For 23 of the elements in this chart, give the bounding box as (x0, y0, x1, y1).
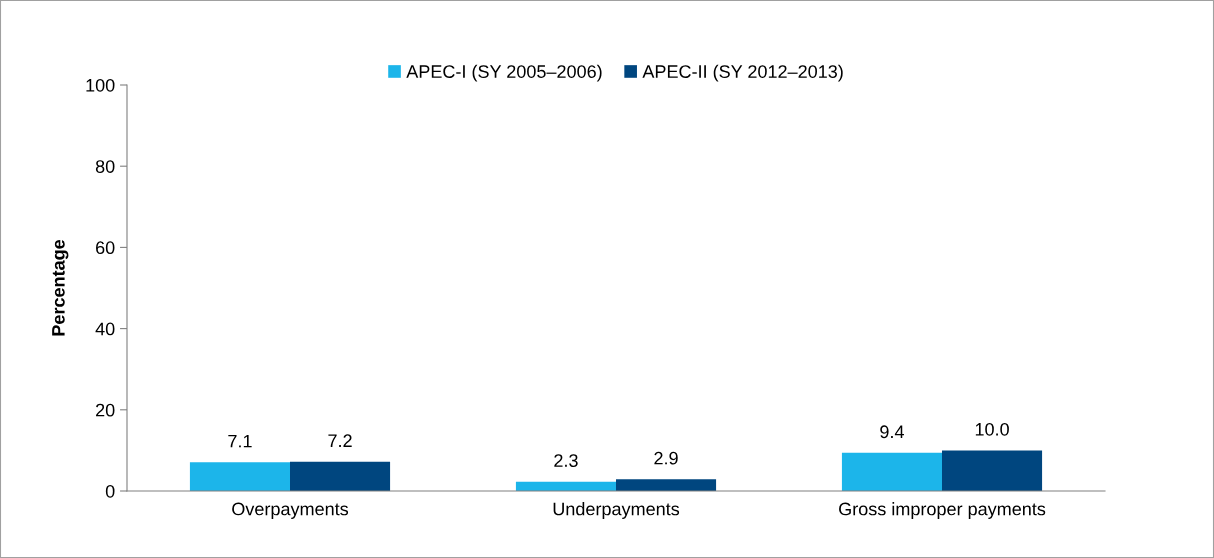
data-label: 10.0 (975, 422, 1009, 436)
x-tick-label: Underpayments (553, 502, 680, 519)
x-tick-label: Gross improper payments (839, 502, 1046, 519)
y-tick-label: 60 (96, 241, 115, 255)
data-label: 9.4 (880, 425, 904, 439)
y-tick-label: 0 (105, 484, 115, 498)
data-label: 7.2 (328, 434, 352, 447)
y-tick-label: 40 (95, 322, 115, 336)
data-label: 2.3 (554, 454, 578, 467)
y-axis-title: Percentage (52, 239, 69, 336)
x-tick-label: Overpayments (232, 502, 349, 519)
legend-label: APEC-II (SY 2012–2013) (642, 64, 843, 82)
data-label: 7.1 (228, 434, 252, 448)
bar (290, 461, 391, 491)
bar (942, 450, 1043, 491)
bar (841, 452, 942, 491)
y-tick-label: 80 (95, 160, 115, 173)
bar (189, 462, 290, 491)
bar (616, 479, 717, 491)
y-tick-label: 20 (96, 403, 115, 417)
y-tick-label: 100 (86, 78, 115, 92)
legend-label: APEC-I (SY 2005–2006) (406, 64, 602, 82)
data-label: 2.9 (654, 451, 678, 465)
